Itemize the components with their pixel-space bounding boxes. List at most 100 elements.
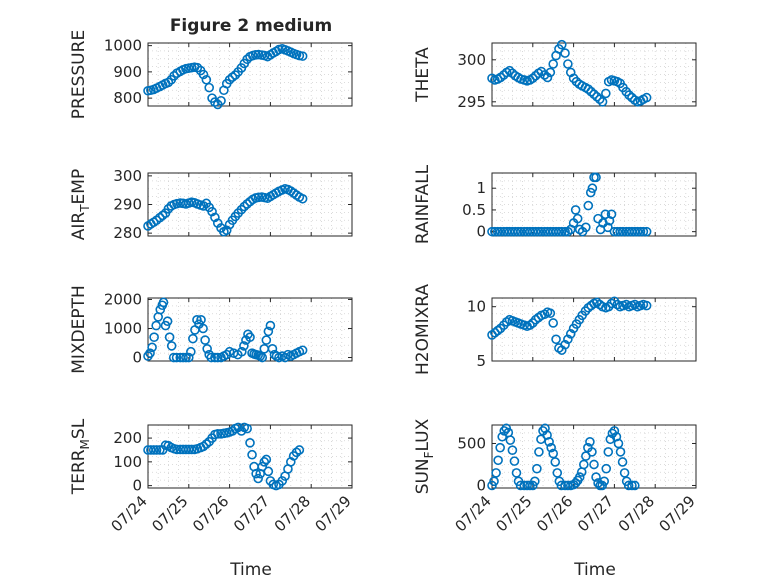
y-axis-label-main: THETA [413, 47, 433, 103]
y-tick-label: 200 [113, 429, 142, 447]
data-point [239, 341, 249, 351]
y-axis-label-rest: LUX [413, 418, 433, 451]
data-point [263, 326, 274, 337]
data-point [237, 346, 247, 357]
data-point [200, 335, 210, 345]
data-point [615, 447, 626, 457]
data-point [155, 445, 165, 455]
data-point [247, 449, 257, 460]
data-point [586, 86, 596, 97]
data-point [641, 300, 652, 311]
data-point [224, 74, 235, 85]
data-point [242, 199, 252, 209]
data-point [495, 226, 506, 237]
data-point [261, 335, 272, 345]
data-point [148, 445, 159, 455]
data-point [554, 226, 564, 237]
data-point [493, 455, 503, 466]
data-point [613, 438, 624, 449]
data-point [638, 226, 649, 237]
data-point [206, 352, 217, 363]
data-point [587, 447, 597, 457]
y-axis-label-main: AIR [69, 212, 89, 241]
subplot-3: 280 290 300 AIRTEMP [69, 167, 353, 242]
data-point [603, 447, 614, 457]
data-point [605, 434, 616, 445]
data-point [239, 201, 250, 212]
data-point [601, 88, 611, 99]
data-point [198, 69, 209, 80]
x-tick-label: 07/26 [533, 492, 576, 535]
y-axis-label-subscript: T [78, 204, 92, 213]
data-point [587, 183, 598, 194]
data-point [551, 226, 561, 237]
y-tick-label: 1 [476, 179, 486, 197]
data-point [504, 65, 515, 76]
y-tick-label: 5 [476, 352, 486, 370]
data-point [172, 444, 182, 455]
data-point [548, 448, 559, 459]
x-tick-label: 07/25 [148, 492, 191, 535]
data-point [592, 91, 602, 102]
data-point [574, 472, 585, 482]
data-point [171, 352, 182, 363]
data-point [594, 94, 605, 105]
y-axis-label: RAINFALL [413, 164, 433, 244]
data-point [145, 348, 155, 358]
data-point [151, 320, 161, 331]
data-point [166, 341, 177, 351]
data-point [527, 73, 538, 84]
y-axis-label-subscript: F [422, 451, 436, 458]
data-point [212, 428, 223, 439]
data-point [259, 457, 270, 467]
figure-title: Figure 2 medium [170, 16, 332, 36]
data-point [216, 95, 226, 106]
data-point [267, 344, 278, 354]
data-point [210, 212, 220, 223]
data-point [245, 332, 255, 342]
y-axis-label: PRESSURE [69, 30, 89, 119]
axes-frame [491, 172, 697, 237]
data-point [509, 456, 520, 466]
data-point [178, 352, 188, 363]
data-point [277, 476, 288, 486]
data-point [207, 206, 217, 217]
x-tick-label: 07/28 [271, 492, 314, 535]
x-tick-label: 07/26 [189, 492, 232, 535]
data-point [560, 48, 570, 58]
data-point [164, 332, 175, 342]
data-point [212, 352, 223, 363]
y-tick-label: 1000 [104, 319, 142, 337]
data-point [545, 67, 556, 78]
data-point [556, 39, 567, 50]
y-axis-label: SUNFLUX [413, 418, 436, 494]
data-point [490, 226, 500, 237]
y-axis-label: TERRMSL [69, 418, 92, 495]
data-point [556, 226, 567, 237]
y-tick-label: 0 [132, 477, 142, 495]
data-point [545, 308, 556, 319]
data-point [533, 226, 544, 237]
data-point [632, 226, 643, 237]
data-point [597, 97, 608, 107]
subplot-1: 800 900 1000 PRESSURE [69, 30, 353, 119]
data-point [261, 454, 272, 465]
data-point [151, 445, 162, 455]
data-point [146, 445, 156, 455]
data-point [186, 346, 196, 357]
data-point [201, 439, 212, 449]
data-point [629, 480, 640, 491]
y-axis-label-rest: EMP [69, 169, 89, 205]
data-point [210, 352, 220, 363]
data-point [242, 423, 252, 434]
data-point [609, 426, 620, 436]
data-point [201, 74, 212, 85]
data-point [257, 461, 268, 472]
data-point [578, 459, 589, 470]
y-tick-label: 0.5 [462, 201, 486, 219]
data-point [617, 457, 628, 467]
data-point [253, 473, 263, 484]
data-point [589, 89, 599, 100]
